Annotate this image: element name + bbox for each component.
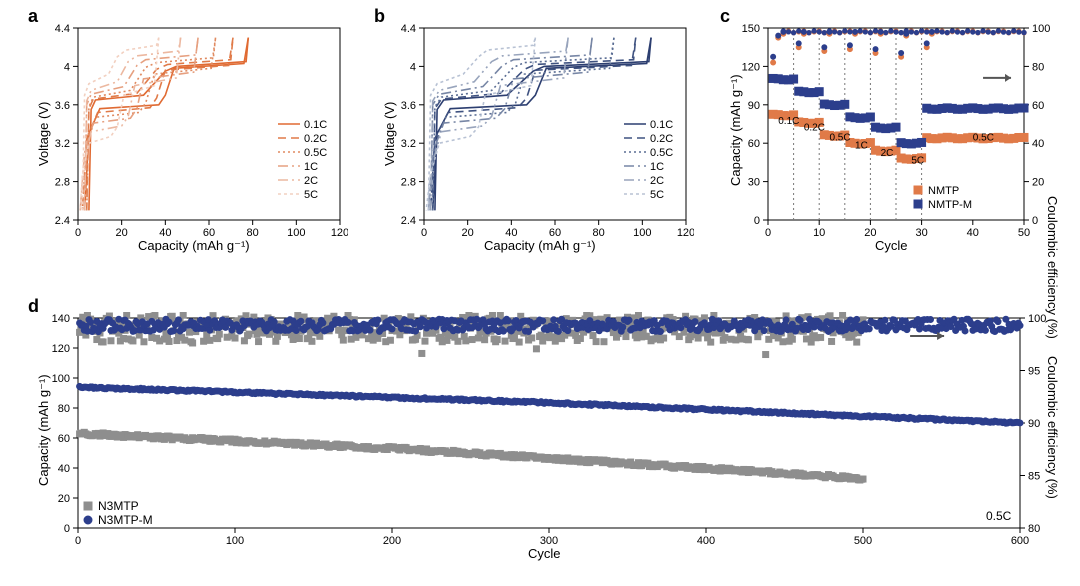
- svg-text:100: 100: [226, 535, 244, 547]
- svg-text:50: 50: [1018, 227, 1030, 239]
- svg-text:0.2C: 0.2C: [650, 133, 673, 145]
- svg-text:2.4: 2.4: [55, 215, 70, 227]
- svg-text:85: 85: [1028, 471, 1040, 483]
- panel-d: d 01002003004005006000204060801001201408…: [28, 296, 1068, 576]
- svg-text:N3MTP-M: N3MTP-M: [98, 513, 153, 527]
- svg-text:3.2: 3.2: [55, 138, 70, 150]
- svg-text:10: 10: [813, 227, 825, 239]
- panel-c-svg: 0102030405003060901201500204060801000.1C…: [720, 22, 1068, 254]
- svg-text:0.1C: 0.1C: [304, 119, 327, 131]
- svg-text:20: 20: [116, 227, 128, 239]
- svg-text:2C: 2C: [881, 148, 894, 159]
- svg-text:1C: 1C: [650, 161, 664, 173]
- svg-text:1C: 1C: [304, 161, 318, 173]
- panel-a-xlabel: Capacity (mAh g⁻¹): [138, 238, 250, 254]
- svg-text:0.2C: 0.2C: [804, 122, 825, 133]
- svg-text:0: 0: [765, 227, 771, 239]
- panel-a-svg: 0204060801001202.42.83.23.644.40.1C0.2C0…: [28, 22, 348, 254]
- svg-text:0: 0: [64, 523, 70, 535]
- svg-text:20: 20: [462, 227, 474, 239]
- svg-text:95: 95: [1028, 366, 1040, 378]
- svg-text:5C: 5C: [911, 156, 924, 167]
- panel-b: b 0204060801001202.42.83.23.644.40.1C0.2…: [374, 6, 694, 264]
- panel-d-ylabel: Capacity (mAh g⁻¹): [36, 374, 52, 486]
- svg-text:NMTP-M: NMTP-M: [928, 199, 972, 211]
- svg-text:3.6: 3.6: [55, 100, 70, 112]
- svg-text:60: 60: [748, 138, 760, 150]
- svg-text:400: 400: [697, 535, 715, 547]
- svg-text:40: 40: [1032, 138, 1044, 150]
- panel-c-ylabel: Capacity (mAh g⁻¹): [728, 74, 744, 186]
- svg-text:80: 80: [1032, 61, 1044, 73]
- svg-text:1C: 1C: [855, 140, 868, 151]
- svg-text:4.4: 4.4: [55, 23, 70, 35]
- svg-text:0.5C: 0.5C: [986, 509, 1012, 523]
- svg-text:100: 100: [1032, 23, 1050, 35]
- svg-text:N3MTP: N3MTP: [98, 499, 139, 513]
- panel-a: a 0204060801001202.42.83.23.644.40.1C0.2…: [28, 6, 348, 264]
- svg-text:0.5C: 0.5C: [829, 133, 850, 144]
- svg-text:2C: 2C: [650, 175, 664, 187]
- svg-text:NMTP: NMTP: [928, 185, 959, 197]
- panel-c-xlabel: Cycle: [875, 238, 908, 253]
- svg-text:0.1C: 0.1C: [778, 116, 799, 127]
- svg-text:30: 30: [915, 227, 927, 239]
- svg-text:40: 40: [967, 227, 979, 239]
- svg-text:0: 0: [754, 215, 760, 227]
- svg-text:0.5C: 0.5C: [650, 147, 673, 159]
- svg-text:0: 0: [1032, 215, 1038, 227]
- svg-text:120: 120: [52, 343, 70, 355]
- svg-text:100: 100: [633, 227, 651, 239]
- figure-root: a 0204060801001202.42.83.23.644.40.1C0.2…: [0, 0, 1080, 586]
- svg-text:80: 80: [1028, 523, 1040, 535]
- svg-text:0.2C: 0.2C: [304, 133, 327, 145]
- svg-text:60: 60: [1032, 100, 1044, 112]
- svg-text:2C: 2C: [304, 175, 318, 187]
- svg-text:3.6: 3.6: [401, 100, 416, 112]
- svg-text:2.8: 2.8: [401, 177, 416, 189]
- svg-text:20: 20: [58, 493, 70, 505]
- svg-text:2.4: 2.4: [401, 215, 416, 227]
- svg-text:120: 120: [677, 227, 694, 239]
- svg-text:0.5C: 0.5C: [304, 147, 327, 159]
- svg-text:4.4: 4.4: [401, 23, 416, 35]
- panel-b-svg: 0204060801001202.42.83.23.644.40.1C0.2C0…: [374, 22, 694, 254]
- svg-text:200: 200: [383, 535, 401, 547]
- svg-text:30: 30: [748, 177, 760, 189]
- svg-text:0: 0: [75, 227, 81, 239]
- svg-text:0.1C: 0.1C: [650, 119, 673, 131]
- svg-text:5C: 5C: [650, 189, 664, 201]
- svg-text:100: 100: [1028, 313, 1046, 325]
- panel-d-svg: 0100200300400500600020406080100120140808…: [28, 312, 1068, 562]
- panel-d-y2label: Coulombic efficiency (%): [1045, 356, 1060, 499]
- svg-text:4: 4: [64, 61, 70, 73]
- panel-b-ylabel: Voltage (V): [382, 102, 397, 166]
- panel-c: c 0102030405003060901201500204060801000.…: [720, 6, 1068, 264]
- svg-text:100: 100: [52, 373, 70, 385]
- svg-text:3.2: 3.2: [401, 138, 416, 150]
- svg-text:0.5C: 0.5C: [973, 133, 994, 144]
- svg-text:120: 120: [742, 61, 760, 73]
- svg-text:90: 90: [1028, 418, 1040, 430]
- svg-text:5C: 5C: [304, 189, 318, 201]
- svg-text:60: 60: [58, 433, 70, 445]
- svg-text:2.8: 2.8: [55, 177, 70, 189]
- panel-b-xlabel: Capacity (mAh g⁻¹): [484, 238, 596, 254]
- svg-text:4: 4: [410, 61, 416, 73]
- svg-text:140: 140: [52, 313, 70, 325]
- svg-text:0: 0: [421, 227, 427, 239]
- svg-text:80: 80: [58, 403, 70, 415]
- panel-d-xlabel: Cycle: [528, 546, 561, 561]
- svg-text:500: 500: [854, 535, 872, 547]
- svg-text:120: 120: [331, 227, 348, 239]
- svg-text:20: 20: [1032, 177, 1044, 189]
- svg-text:0: 0: [75, 535, 81, 547]
- panel-a-ylabel: Voltage (V): [36, 102, 51, 166]
- svg-text:100: 100: [287, 227, 305, 239]
- svg-text:90: 90: [748, 100, 760, 112]
- svg-text:600: 600: [1011, 535, 1029, 547]
- svg-text:40: 40: [58, 463, 70, 475]
- svg-text:150: 150: [742, 23, 760, 35]
